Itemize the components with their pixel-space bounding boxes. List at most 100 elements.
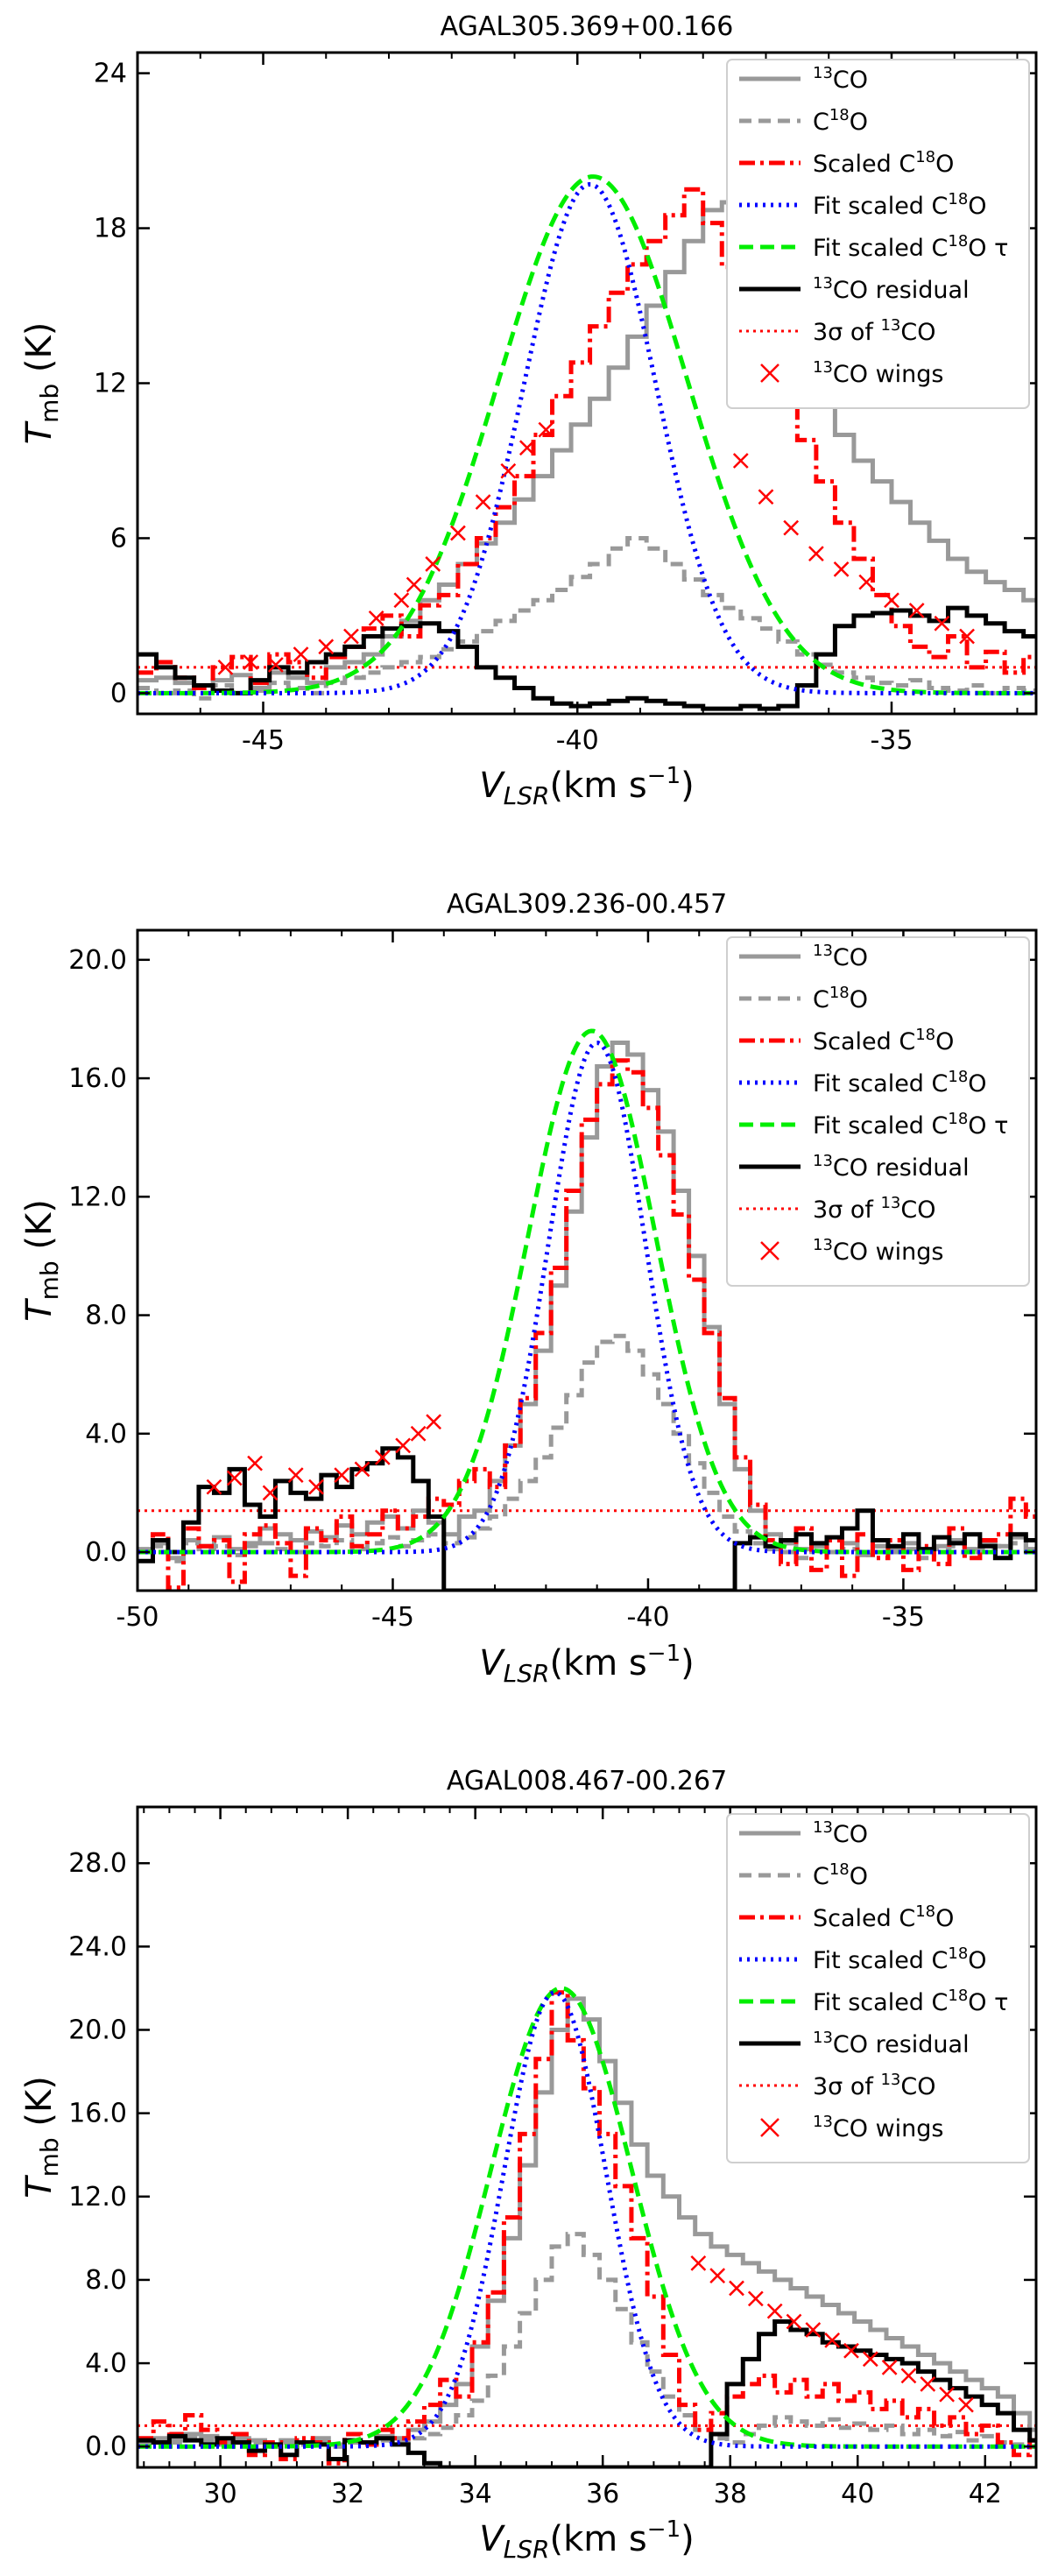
legend-label-fit_tau: Fit scaled C18O τ (813, 232, 1008, 262)
wing-marker (881, 2359, 898, 2375)
wing-marker (959, 628, 975, 645)
legend-label-fit_tau: Fit scaled C18O τ (813, 1987, 1008, 2016)
series-fit-tau (138, 174, 1036, 695)
y-tick-label: 28.0 (68, 1848, 127, 1879)
chart-panel-1: AGAL305.369+00.166 -45 -40 -35 0 6 12 18 24 VLSR(… (19, 11, 1038, 810)
x-tick-label: -45 (371, 1602, 414, 1633)
y-axis-label: Tmb (K) (19, 2076, 64, 2198)
wing-marker (450, 525, 466, 541)
wing-marker (247, 1455, 263, 1471)
wing-marker (824, 2333, 841, 2348)
legend-label-c18o: C18O (813, 106, 868, 136)
legend-box (726, 936, 1030, 1287)
series-13co (138, 1996, 1036, 2447)
legend-swatch-wings (760, 1241, 779, 1260)
wing-marker (766, 2303, 783, 2319)
x-tick-label: 42 (969, 2479, 1002, 2509)
x-tick-label: 36 (586, 2479, 619, 2509)
plot-frame (136, 928, 1038, 1592)
x-tick-label: -35 (882, 1602, 925, 1633)
y-tick-label: 12.0 (68, 2182, 127, 2213)
legend-label-scaled: Scaled C18O (813, 148, 954, 178)
legend-box (726, 1813, 1030, 2163)
wing-marker (354, 1461, 370, 1478)
wing-marker (958, 2396, 974, 2413)
wing-marker (805, 2322, 822, 2338)
series-fit (138, 1041, 1036, 1555)
legend-label-scaled: Scaled C18O (813, 1026, 954, 1055)
y-tick-label: 8.0 (85, 2265, 127, 2296)
y-tick-label: 12.0 (68, 1182, 127, 1212)
legend-label-wings: 13CO wings (813, 358, 944, 388)
wing-marker (939, 2386, 956, 2403)
x-axis-label: VLSR(km s−1) (479, 1641, 694, 1688)
y-tick-label: 12 (94, 369, 127, 399)
legend-label-co13: 13CO (813, 942, 868, 971)
chart-panel-2: AGAL309.236-00.457 -50 -45 -40 -35 0.0 4.0 8.0 1… (19, 889, 1038, 1688)
legend: 13CO C18O Scaled C18O Fit scaled C18O Fit sc… (726, 59, 1030, 409)
series-13co (138, 200, 1036, 691)
legend-label-fit: Fit scaled C18O (813, 190, 987, 220)
chart-title: AGAL309.236-00.457 (447, 889, 727, 920)
x-tick-label: 34 (459, 2479, 492, 2509)
y-tick-label: 20.0 (68, 945, 127, 976)
plot-frame (136, 1805, 1038, 2469)
y-tick-label: 8.0 (85, 1301, 127, 1331)
series-scaled-c18o (138, 1990, 1036, 2466)
legend-label-c18o: C18O (813, 984, 868, 1013)
y-tick-label: 4.0 (85, 1419, 127, 1450)
wing-marker (287, 1467, 304, 1484)
plot-area (138, 1986, 1036, 2467)
plot-area (138, 174, 1036, 711)
legend-label-sigma: 3σ of 13CO (813, 316, 936, 346)
wing-marker (425, 556, 441, 572)
wing-marker (410, 1425, 427, 1442)
legend-label-fit: Fit scaled C18O (813, 1944, 987, 1974)
legend-label-wings: 13CO wings (813, 2113, 944, 2142)
y-tick-label: 20.0 (68, 2015, 127, 2046)
wing-marker (206, 1479, 222, 1495)
wing-marker (334, 1467, 350, 1484)
y-axis-label: Tmb (K) (19, 1199, 64, 1322)
legend-label-fit: Fit scaled C18O (813, 1068, 987, 1097)
x-tick-label: 38 (714, 2479, 747, 2509)
x-axis-label: VLSR(km s−1) (479, 2516, 694, 2564)
wing-marker (243, 654, 259, 670)
wing-marker (318, 639, 335, 655)
wing-marker (884, 592, 899, 609)
wing-marker (374, 1449, 391, 1465)
legend-label-co13: 13CO (813, 1818, 868, 1848)
legend-label-sigma: 3σ of 13CO (813, 1194, 936, 1224)
wing-marker (500, 462, 517, 479)
y-tick-label: 6 (110, 523, 127, 554)
legend: 13CO C18O Scaled C18O Fit scaled C18O Fit sc… (726, 936, 1030, 1287)
x-tick-label: -45 (242, 725, 285, 756)
y-tick-label: 18 (94, 214, 127, 244)
series-scaled-c18o (138, 1058, 1036, 1591)
chart-panel-3: AGAL008.467-00.267 30 32 34 36 38 40 42 0.0 4.0 8.… (19, 1766, 1038, 2564)
wing-marker (747, 2290, 764, 2307)
wing-marker (934, 615, 950, 632)
y-tick-label: 16.0 (68, 2099, 127, 2129)
plot-area (138, 1028, 1036, 1591)
wing-marker (908, 603, 925, 618)
legend: 13CO C18O Scaled C18O Fit scaled C18O Fit sc… (726, 1813, 1030, 2163)
legend-label-fit_tau: Fit scaled C18O τ (813, 1110, 1008, 1140)
wing-marker (426, 1414, 441, 1430)
legend-label-scaled: Scaled C18O (813, 1902, 954, 1932)
wing-marker (226, 1470, 243, 1486)
wing-marker (862, 2351, 878, 2368)
y-tick-label: 4.0 (85, 2348, 127, 2379)
x-tick-label: -40 (626, 1602, 669, 1633)
wing-marker (518, 440, 535, 456)
legend-label-c18o: C18O (813, 1860, 868, 1890)
wing-marker (308, 1479, 324, 1495)
x-axis-label: VLSR(km s−1) (479, 763, 694, 810)
y-axis-label: Tmb (K) (19, 322, 64, 445)
legend-label-residual: 13CO residual (813, 2029, 970, 2058)
wing-marker (293, 646, 309, 663)
series-c18o (138, 1333, 1036, 1563)
wing-marker (368, 610, 384, 626)
series-13co-residual (138, 1446, 1036, 1591)
